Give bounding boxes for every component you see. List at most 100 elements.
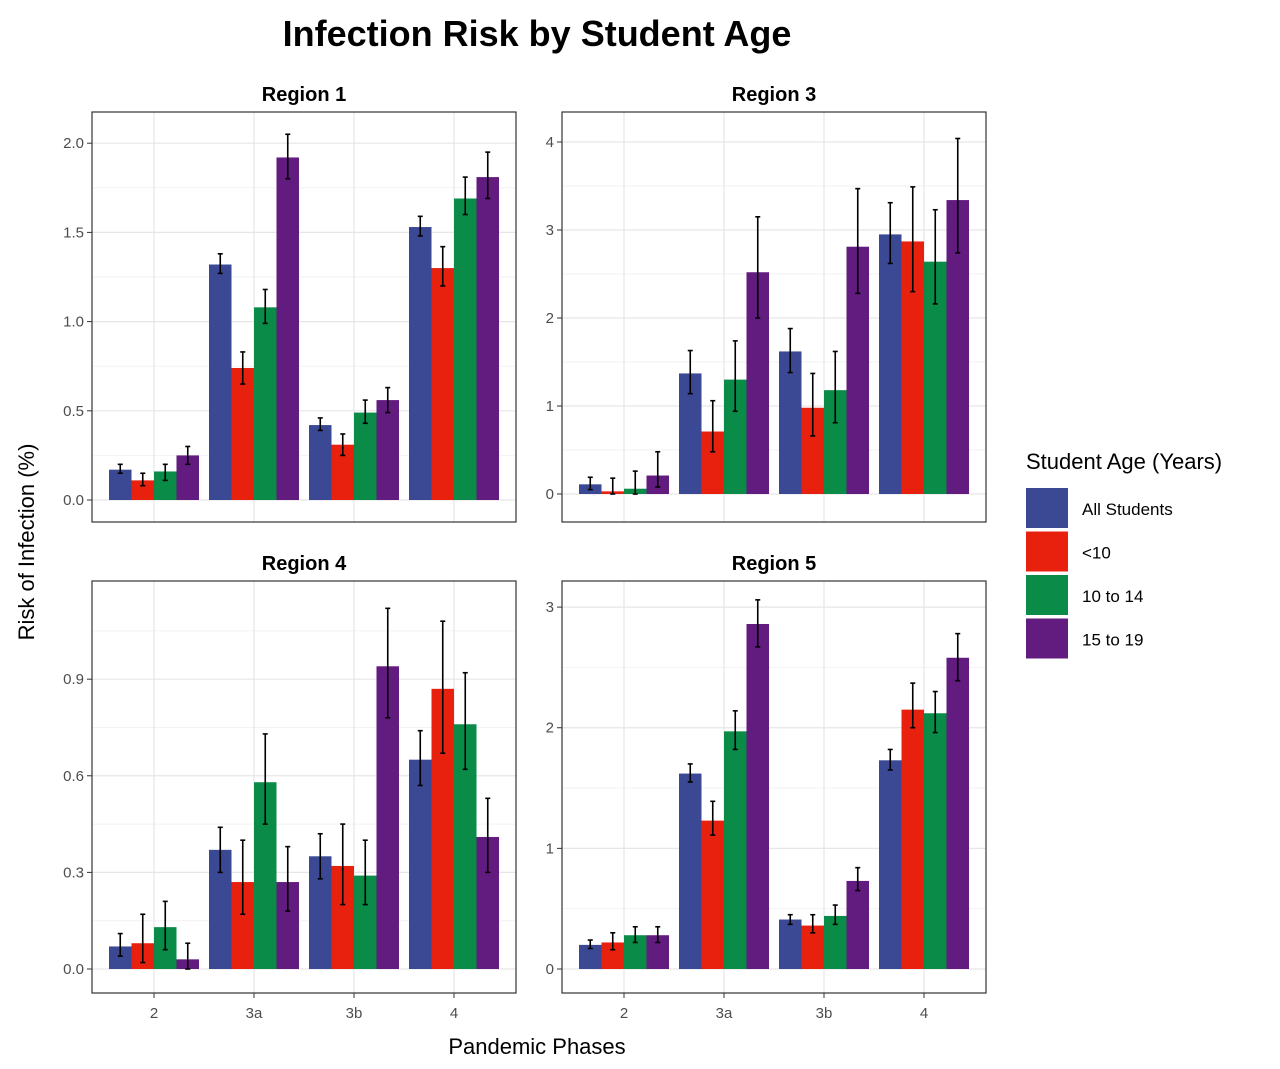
y-tick-label: 4 [546, 134, 554, 151]
bar-region-5-15-to-19-2 [646, 935, 669, 969]
bar-region-3-under-10-3a [701, 431, 724, 494]
y-tick-label: 2 [546, 720, 554, 737]
legend-items: All Students <10 10 to 14 15 to 19 [1026, 488, 1173, 659]
y-tick-label: 0.5 [63, 403, 84, 420]
bar-region-3-all-students-3b [779, 351, 802, 494]
y-tick-label: 3 [546, 222, 554, 239]
bar-region-3-15-to-19-4 [946, 200, 969, 494]
x-axis-label: Pandemic Phases [448, 1034, 625, 1059]
bar-region-3-15-to-19-3b [846, 246, 869, 494]
bar-region-1-15-to-19-2 [176, 455, 199, 500]
x-tick-label: 3a [246, 1005, 263, 1022]
x-tick-label: 2 [150, 1005, 158, 1022]
bar-region-3-10-to-14-4 [924, 261, 947, 494]
x-tick-label: 4 [450, 1005, 458, 1022]
legend-swatch-15-to-19 [1026, 618, 1068, 659]
y-tick-label: 1.5 [63, 224, 84, 241]
bar-region-1-under-10-2 [131, 480, 154, 500]
bar-region-1-15-to-19-3b [376, 400, 399, 500]
y-axis-label: Risk of Infection (%) [14, 444, 39, 641]
legend-label-under-10: <10 [1082, 544, 1111, 563]
bar-region-1-10-to-14-2 [154, 471, 177, 500]
bar-region-3-all-students-3a [679, 373, 702, 494]
panel-title-region-4: Region 4 [262, 553, 347, 575]
bar-region-3-under-10-3b [801, 407, 824, 494]
bar-region-1-15-to-19-3a [276, 157, 299, 500]
legend-swatch-under-10 [1026, 531, 1068, 572]
bar-region-5-10-to-14-3b [824, 915, 847, 969]
bar-region-1-15-to-19-4 [476, 177, 499, 500]
bar-region-4-all-students-3a [209, 849, 232, 969]
bar-region-1-under-10-4 [431, 268, 454, 500]
bar-region-5-10-to-14-2 [624, 935, 647, 969]
legend-swatch-10-to-14 [1026, 575, 1068, 615]
bar-region-5-all-students-3a [679, 773, 702, 969]
bar-region-3-under-10-4 [901, 241, 924, 494]
bar-region-5-15-to-19-3a [746, 623, 769, 969]
y-tick-label: 0 [546, 961, 554, 978]
y-tick-label: 0 [546, 486, 554, 503]
x-tick-label: 3b [346, 1005, 363, 1022]
panel-border [561, 111, 987, 523]
y-tick-label: 2 [546, 310, 554, 327]
panel-border [91, 111, 517, 523]
bar-region-4-under-10-4 [431, 688, 454, 969]
bar-region-5-all-students-3b [779, 919, 802, 969]
y-tick-label: 0.0 [63, 492, 84, 509]
bar-region-4-15-to-19-3a [276, 882, 299, 969]
panel-title-region-5: Region 5 [732, 553, 816, 575]
bar-region-3-15-to-19-3a [746, 272, 769, 494]
panel-border [91, 580, 517, 994]
panel-region-1: Region 1 0.0 0.5 1.0 1.5 2.0 [63, 84, 517, 523]
bar-region-1-10-to-14-3a [254, 307, 277, 500]
bar-region-3-10-to-14-3b [824, 390, 847, 494]
bar-region-5-all-students-4 [879, 760, 902, 969]
bar-region-5-10-to-14-3a [724, 731, 747, 969]
y-tick-label: 0.3 [63, 864, 84, 881]
bar-region-5-all-students-2 [579, 944, 602, 969]
chart-title: Infection Risk by Student Age [283, 13, 792, 54]
bar-region-1-all-students-3b [309, 425, 332, 500]
y-tick-label: 0.9 [63, 671, 84, 688]
legend-title: Student Age (Years) [1026, 449, 1222, 474]
legend-label-15-to-19: 15 to 19 [1082, 631, 1143, 650]
x-tick-label: 3a [716, 1005, 733, 1022]
y-tick-label: 1.0 [63, 314, 84, 331]
legend-label-10-to-14: 10 to 14 [1082, 587, 1143, 606]
bar-region-4-all-students-2 [109, 946, 132, 969]
bar-region-1-all-students-2 [109, 469, 132, 500]
bar-region-5-under-10-2 [601, 942, 624, 969]
bar-region-4-10-to-14-3b [354, 875, 377, 969]
bar-region-5-15-to-19-3b [846, 880, 869, 969]
bar-region-5-under-10-3b [801, 925, 824, 969]
legend: Student Age (Years) All Students <10 10 to… [1026, 449, 1222, 659]
bar-region-1-10-to-14-3b [354, 412, 377, 500]
panel-region-3: Region 3 0 1 2 3 4 [546, 84, 987, 523]
bar-region-4-all-students-4 [409, 759, 432, 969]
y-tick-label: 3 [546, 599, 554, 616]
bar-region-5-10-to-14-4 [924, 713, 947, 969]
bar-region-4-15-to-19-3b [376, 666, 399, 969]
bar-region-4-10-to-14-3a [254, 782, 277, 969]
bar-region-1-10-to-14-4 [454, 198, 477, 500]
bar-region-1-all-students-4 [409, 227, 432, 501]
bar-region-1-under-10-3a [231, 367, 254, 500]
bar-region-1-under-10-3b [331, 444, 354, 500]
legend-swatch-all-students [1026, 488, 1068, 528]
bar-region-4-all-students-3b [309, 856, 332, 969]
panel-title-region-1: Region 1 [262, 84, 346, 106]
y-tick-label: 1 [546, 398, 554, 415]
x-tick-label: 4 [920, 1005, 928, 1022]
bar-region-3-all-students-4 [879, 234, 902, 494]
y-tick-label: 1 [546, 840, 554, 857]
y-tick-label: 0.0 [63, 961, 84, 978]
panel-region-4: Region 4 0.0 0.3 0.6 0.9 2 3a 3b 4 [63, 553, 517, 1022]
bar-region-4-under-10-3b [331, 865, 354, 969]
panel-region-5: Region 5 0 1 2 3 2 3a 3b 4 [546, 553, 987, 1022]
bar-region-3-10-to-14-3a [724, 379, 747, 494]
bar-region-5-15-to-19-4 [946, 657, 969, 969]
bar-region-5-under-10-4 [901, 709, 924, 969]
x-tick-label: 3b [816, 1005, 833, 1022]
